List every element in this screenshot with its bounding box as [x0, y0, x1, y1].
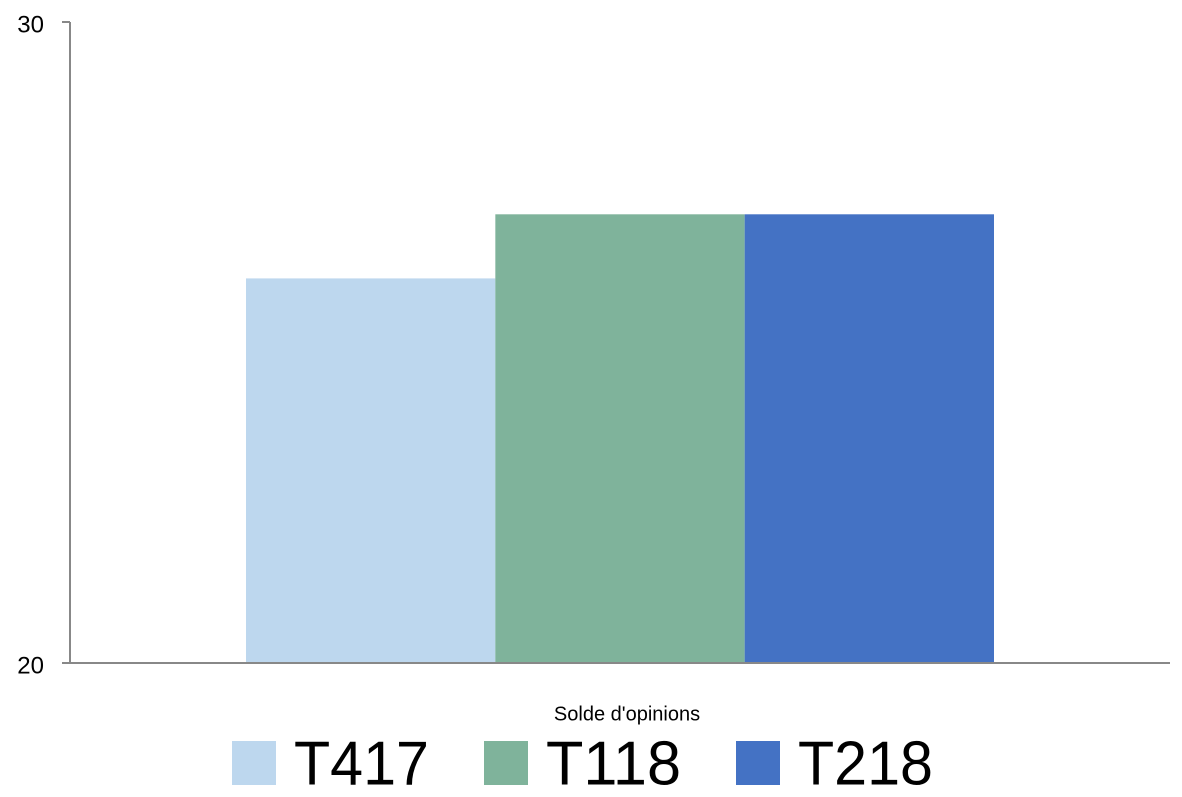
bar [495, 214, 745, 664]
legend-swatch [232, 741, 276, 785]
x-tick-label: Solde d'opinions [554, 703, 700, 725]
bar [246, 278, 496, 663]
legend-label: T118 [546, 729, 681, 797]
legend-label: T218 [798, 729, 933, 797]
y-tick-label: 20 [17, 652, 44, 679]
legend-swatch [484, 741, 528, 785]
y-tick-label: 30 [17, 11, 44, 38]
legend-swatch [736, 741, 780, 785]
legend-label: T417 [294, 729, 429, 797]
bar [744, 214, 994, 664]
